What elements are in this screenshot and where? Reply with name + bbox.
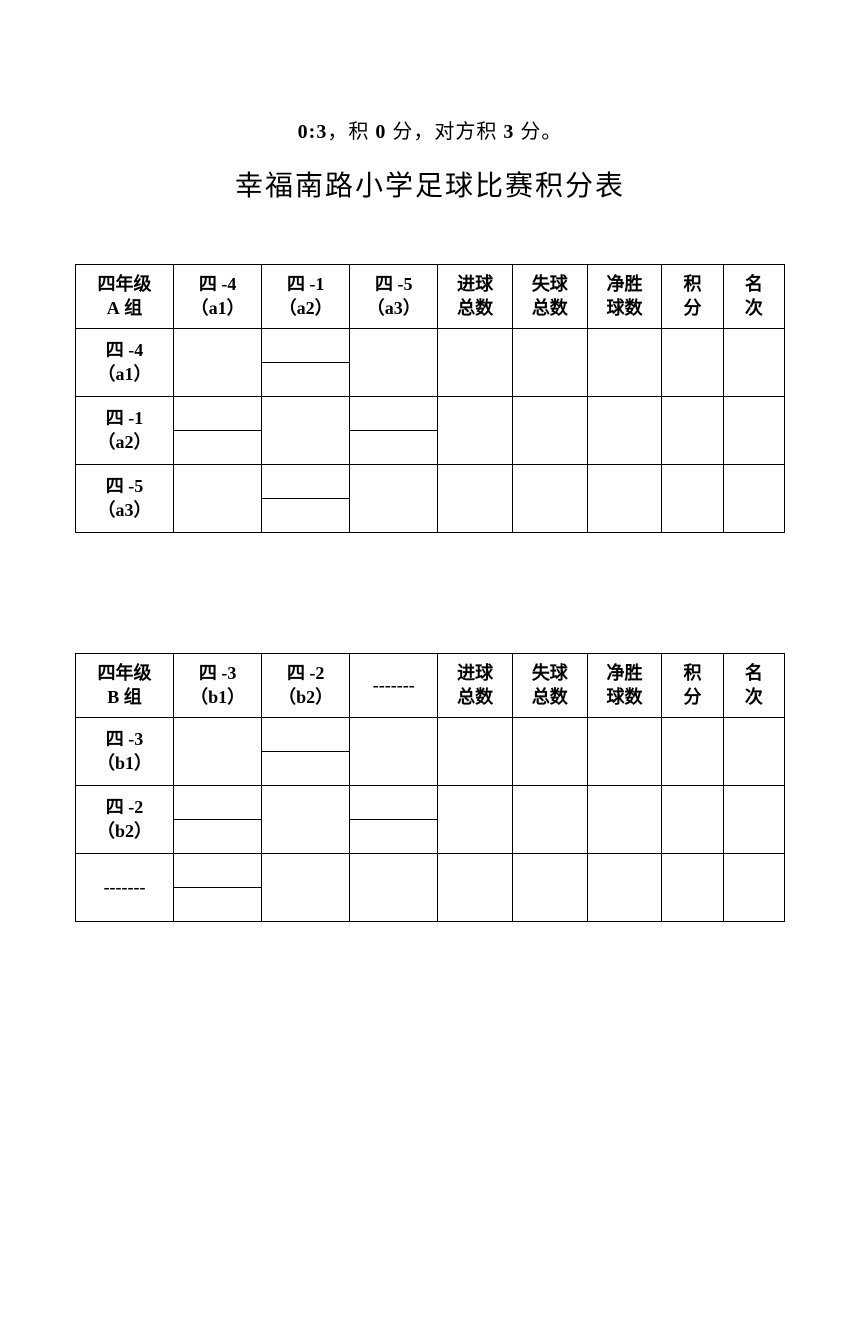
table-cell [350,329,438,397]
table-cell [662,718,723,786]
table-cell [723,786,784,854]
table-cell [512,854,587,922]
table-cell [174,854,262,888]
table-cell [438,854,513,922]
table-b-goals: 进球总数 [438,654,513,718]
table-cell [350,431,438,465]
score-table-a: 四年级A 组 四 -4（a1） 四 -1（a2） 四 -5（a3） 进球总数 失… [75,264,785,533]
table-a-points: 积分 [662,265,723,329]
table-cell [262,499,350,533]
table-cell [512,465,587,533]
table-cell [350,465,438,533]
table-b-row1-header: 四 -3（b1） [76,718,174,786]
table-a-row3-header: 四 -5（a3） [76,465,174,533]
table-cell [723,397,784,465]
table-cell [662,465,723,533]
table-cell [587,397,662,465]
table-cell [662,397,723,465]
table-cell [174,397,262,431]
table-cell [174,820,262,854]
table-cell [174,888,262,922]
table-cell [350,786,438,820]
table-cell [174,431,262,465]
table-a-col2: 四 -1（a2） [262,265,350,329]
table-cell [662,329,723,397]
rule-points2: 3 [503,121,514,143]
table-cell [587,329,662,397]
table-a-diff: 净胜球数 [587,265,662,329]
table-cell [350,820,438,854]
table-cell [438,718,513,786]
table-cell [723,854,784,922]
table-cell [723,718,784,786]
table-b-col1: 四 -3（b1） [174,654,262,718]
table-a-wrapper: 四年级A 组 四 -4（a1） 四 -1（a2） 四 -5（a3） 进球总数 失… [75,264,785,533]
table-cell [512,718,587,786]
table-cell [262,786,350,854]
table-b-row3-header: ------- [76,854,174,922]
table-a-goals: 进球总数 [438,265,513,329]
table-a-group: 四年级A 组 [76,265,174,329]
table-cell [723,329,784,397]
table-cell [438,786,513,854]
table-b-col2: 四 -2（b2） [262,654,350,718]
table-a-row2-header: 四 -1（a2） [76,397,174,465]
table-cell [174,465,262,533]
page-title: 幸福南路小学足球比赛积分表 [0,164,860,204]
table-cell [587,718,662,786]
table-b-points: 积分 [662,654,723,718]
table-cell [662,786,723,854]
rule-text: 0:3，积 0 分，对方积 3 分。 [0,115,860,144]
table-cell [587,465,662,533]
table-a-rank: 名次 [723,265,784,329]
rule-score: 0:3 [298,121,328,143]
table-cell [350,854,438,922]
table-cell [262,363,350,397]
table-cell [438,329,513,397]
table-b-group: 四年级B 组 [76,654,174,718]
table-cell [262,752,350,786]
table-cell [438,397,513,465]
table-cell [350,397,438,431]
table-cell [723,465,784,533]
table-cell [512,786,587,854]
table-cell [262,465,350,499]
table-b-conceded: 失球总数 [512,654,587,718]
table-cell [262,718,350,752]
table-cell [262,329,350,363]
table-cell [174,718,262,786]
table-cell [512,397,587,465]
table-b-diff: 净胜球数 [587,654,662,718]
table-a-col3: 四 -5（a3） [350,265,438,329]
rule-points1: 0 [375,121,386,143]
table-cell [587,854,662,922]
table-a-col1: 四 -4（a1） [174,265,262,329]
table-cell [512,329,587,397]
table-cell [587,786,662,854]
table-a-row1-header: 四 -4（a1） [76,329,174,397]
table-cell [438,465,513,533]
table-b-rank: 名次 [723,654,784,718]
table-cell [350,718,438,786]
table-cell [262,854,350,922]
table-cell [662,854,723,922]
table-cell [262,397,350,465]
table-a-conceded: 失球总数 [512,265,587,329]
score-table-b: 四年级B 组 四 -3（b1） 四 -2（b2） ------- 进球总数 失球… [75,653,785,922]
table-b-row2-header: 四 -2（b2） [76,786,174,854]
table-cell [174,329,262,397]
table-b-col3: ------- [350,654,438,718]
table-b-wrapper: 四年级B 组 四 -3（b1） 四 -2（b2） ------- 进球总数 失球… [75,653,785,922]
table-cell [174,786,262,820]
